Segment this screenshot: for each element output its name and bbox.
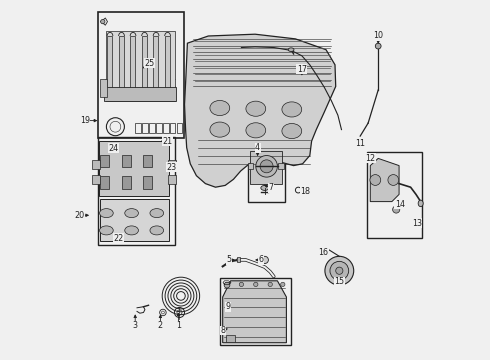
Bar bbox=[149, 123, 155, 133]
Bar bbox=[144, 176, 152, 189]
Text: 22: 22 bbox=[113, 234, 123, 243]
Text: 5: 5 bbox=[226, 256, 231, 264]
Ellipse shape bbox=[246, 123, 266, 138]
Ellipse shape bbox=[246, 101, 266, 116]
Bar bbox=[142, 36, 147, 88]
Text: 10: 10 bbox=[373, 31, 383, 40]
Bar bbox=[220, 278, 291, 345]
Ellipse shape bbox=[99, 226, 113, 235]
Bar bbox=[100, 155, 109, 167]
Text: 25: 25 bbox=[145, 58, 155, 68]
Bar bbox=[247, 163, 253, 169]
Circle shape bbox=[239, 282, 244, 287]
Bar bbox=[367, 152, 422, 238]
Bar bbox=[165, 36, 170, 88]
Bar bbox=[142, 123, 148, 133]
Circle shape bbox=[225, 282, 229, 287]
Ellipse shape bbox=[210, 122, 230, 137]
Text: 14: 14 bbox=[395, 200, 405, 209]
Text: 15: 15 bbox=[334, 277, 344, 286]
Bar bbox=[98, 12, 184, 138]
Text: 12: 12 bbox=[365, 154, 375, 163]
Bar bbox=[237, 257, 240, 262]
Ellipse shape bbox=[288, 48, 294, 51]
Bar bbox=[144, 155, 152, 167]
Bar bbox=[168, 175, 175, 184]
Circle shape bbox=[268, 282, 272, 287]
Bar bbox=[248, 145, 285, 202]
Bar bbox=[119, 36, 123, 88]
Bar bbox=[122, 176, 131, 189]
Circle shape bbox=[256, 156, 277, 177]
Bar bbox=[99, 141, 170, 196]
Circle shape bbox=[325, 256, 354, 285]
Text: 4: 4 bbox=[255, 143, 260, 152]
Ellipse shape bbox=[125, 209, 139, 217]
Text: 1: 1 bbox=[176, 321, 181, 330]
Polygon shape bbox=[185, 34, 336, 187]
Bar bbox=[122, 155, 131, 167]
Bar bbox=[153, 36, 158, 88]
Circle shape bbox=[260, 160, 273, 173]
Ellipse shape bbox=[150, 226, 164, 235]
Ellipse shape bbox=[210, 100, 230, 116]
Bar bbox=[250, 151, 282, 184]
Circle shape bbox=[261, 256, 269, 264]
Bar bbox=[130, 36, 135, 88]
Text: 6: 6 bbox=[259, 256, 264, 264]
Ellipse shape bbox=[99, 209, 113, 217]
Text: 24: 24 bbox=[109, 144, 119, 153]
Bar bbox=[168, 160, 175, 169]
Bar bbox=[135, 123, 141, 133]
Text: 18: 18 bbox=[300, 187, 311, 196]
Text: 21: 21 bbox=[163, 136, 172, 145]
Text: 19: 19 bbox=[80, 116, 90, 125]
Bar bbox=[106, 31, 175, 101]
Text: 8: 8 bbox=[220, 326, 225, 335]
Bar bbox=[156, 123, 162, 133]
Polygon shape bbox=[370, 158, 399, 202]
Text: 20: 20 bbox=[74, 211, 84, 220]
Ellipse shape bbox=[282, 102, 302, 117]
Text: 9: 9 bbox=[225, 302, 230, 311]
Bar bbox=[163, 123, 169, 133]
Bar bbox=[278, 163, 284, 169]
Bar bbox=[98, 137, 175, 245]
Bar bbox=[176, 123, 182, 133]
Circle shape bbox=[281, 282, 285, 287]
Bar bbox=[226, 335, 235, 342]
Ellipse shape bbox=[261, 185, 269, 190]
Circle shape bbox=[254, 282, 258, 287]
Bar bbox=[100, 199, 169, 241]
Text: 3: 3 bbox=[133, 321, 138, 330]
Circle shape bbox=[388, 175, 399, 185]
Bar bbox=[92, 175, 100, 184]
Circle shape bbox=[224, 282, 230, 288]
Bar bbox=[107, 36, 112, 88]
Text: 2: 2 bbox=[158, 321, 163, 330]
Text: 7: 7 bbox=[269, 184, 273, 192]
Bar bbox=[92, 160, 100, 169]
Circle shape bbox=[375, 43, 381, 49]
Text: 11: 11 bbox=[355, 139, 365, 148]
Polygon shape bbox=[222, 281, 286, 343]
Ellipse shape bbox=[150, 209, 164, 217]
Ellipse shape bbox=[418, 200, 423, 207]
Ellipse shape bbox=[125, 226, 139, 235]
Bar bbox=[100, 176, 109, 189]
Circle shape bbox=[330, 261, 349, 280]
Circle shape bbox=[392, 206, 400, 213]
Text: 13: 13 bbox=[412, 219, 422, 228]
Bar bbox=[104, 87, 176, 101]
Text: 17: 17 bbox=[297, 65, 307, 74]
Bar bbox=[100, 79, 107, 97]
Bar bbox=[170, 123, 175, 133]
Circle shape bbox=[370, 175, 381, 185]
Ellipse shape bbox=[282, 123, 302, 139]
Circle shape bbox=[336, 267, 343, 274]
Circle shape bbox=[100, 19, 105, 24]
Text: 16: 16 bbox=[318, 248, 328, 257]
Text: 23: 23 bbox=[166, 163, 176, 172]
